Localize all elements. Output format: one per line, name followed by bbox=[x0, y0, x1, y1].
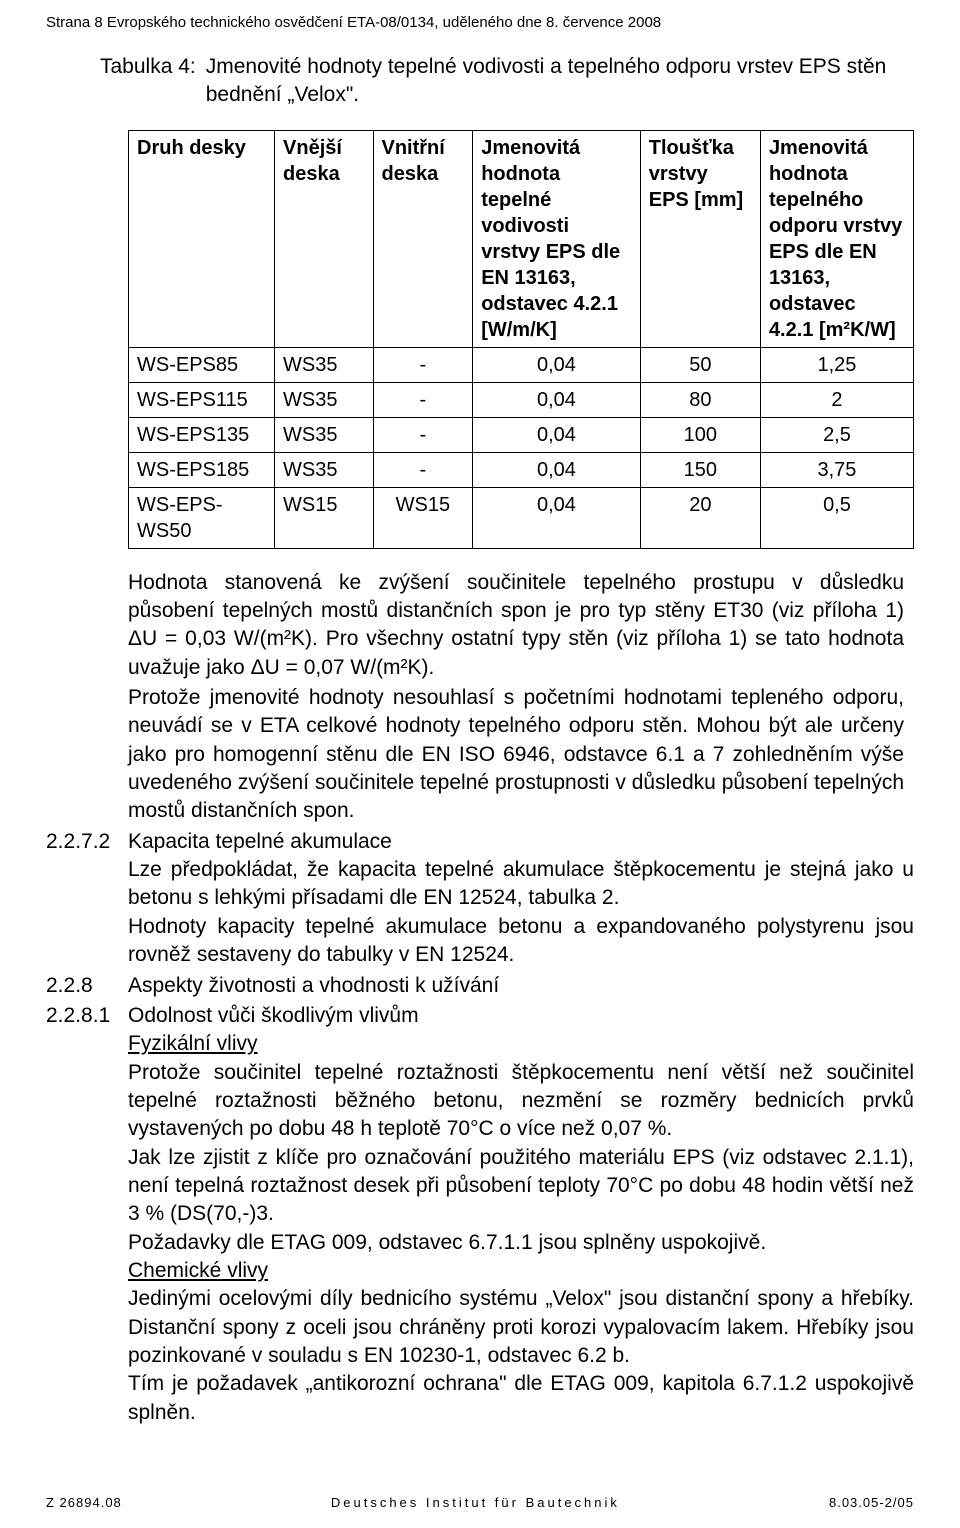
cell: WS-EPS85 bbox=[129, 347, 275, 382]
document-page: Strana 8 Evropského technického osvědčen… bbox=[0, 0, 960, 1528]
col-header: Jmenovitá hodnota tepelné vodivosti vrst… bbox=[473, 130, 641, 347]
paragraph: Hodnoty kapacity tepelné akumulace beton… bbox=[128, 915, 914, 966]
section-title: Odolnost vůči škodlivým vlivům bbox=[128, 1004, 419, 1027]
cell: 0,04 bbox=[473, 487, 641, 548]
section-2272: 2.2.7.2 Kapacita tepelné akumulace Lze p… bbox=[46, 828, 914, 970]
cell: - bbox=[373, 382, 473, 417]
section-2281: 2.2.8.1 Odolnost vůči škodlivým vlivům F… bbox=[46, 1002, 914, 1427]
sub-heading-physical: Fyzikální vlivy bbox=[128, 1032, 258, 1055]
cell: 80 bbox=[640, 382, 760, 417]
section-number: 2.2.8 bbox=[46, 972, 128, 1000]
page-header: Strana 8 Evropského technického osvědčen… bbox=[46, 14, 914, 31]
paragraph: Protože součinitel tepelné roztažnosti š… bbox=[128, 1061, 914, 1141]
paragraph: Hodnota stanovená ke zvýšení součinitele… bbox=[128, 569, 904, 682]
paragraph: Tím je požadavek „antikorozní ochrana" d… bbox=[128, 1372, 914, 1423]
col-header: Vnitřní deska bbox=[373, 130, 473, 347]
section-number: 2.2.7.2 bbox=[46, 828, 128, 970]
table-row: WS-EPS135 WS35 - 0,04 100 2,5 bbox=[129, 417, 914, 452]
table-row: WS-EPS-WS50 WS15 WS15 0,04 20 0,5 bbox=[129, 487, 914, 548]
section-title: Kapacita tepelné akumulace bbox=[128, 830, 392, 853]
col-header: Jmenovitá hodnota tepelného odporu vrstv… bbox=[760, 130, 913, 347]
cell: WS-EPS-WS50 bbox=[129, 487, 275, 548]
table-row: WS-EPS115 WS35 - 0,04 80 2 bbox=[129, 382, 914, 417]
cell: WS-EPS115 bbox=[129, 382, 275, 417]
table-title: Tabulka 4: Jmenovité hodnoty tepelné vod… bbox=[100, 53, 914, 110]
cell: WS-EPS185 bbox=[129, 452, 275, 487]
footer-right: 8.03.05-2/05 bbox=[829, 1495, 914, 1510]
paragraph: Lze předpokládat, že kapacita tepelné ak… bbox=[128, 858, 914, 909]
table-row: WS-EPS85 WS35 - 0,04 50 1,25 bbox=[129, 347, 914, 382]
cell: 150 bbox=[640, 452, 760, 487]
col-header: Druh desky bbox=[129, 130, 275, 347]
cell: WS35 bbox=[275, 417, 373, 452]
cell: WS15 bbox=[275, 487, 373, 548]
cell: 50 bbox=[640, 347, 760, 382]
cell: 3,75 bbox=[760, 452, 913, 487]
cell: 0,5 bbox=[760, 487, 913, 548]
cell: 1,25 bbox=[760, 347, 913, 382]
cell: 2 bbox=[760, 382, 913, 417]
cell: 20 bbox=[640, 487, 760, 548]
cell: 0,04 bbox=[473, 417, 641, 452]
footer-center: Deutsches Institut für Bautechnik bbox=[331, 1495, 620, 1510]
cell: WS35 bbox=[275, 347, 373, 382]
cell: 0,04 bbox=[473, 382, 641, 417]
sub-heading-chemical: Chemické vlivy bbox=[128, 1259, 268, 1282]
col-header: Vnější deska bbox=[275, 130, 373, 347]
paragraph: Jak lze zjistit z klíče pro označování p… bbox=[128, 1146, 914, 1226]
section-228: 2.2.8 Aspekty životnosti a vhodnosti k u… bbox=[46, 972, 914, 1000]
cell: WS15 bbox=[373, 487, 473, 548]
cell: - bbox=[373, 452, 473, 487]
table-header-row: Druh desky Vnější deska Vnitřní deska Jm… bbox=[129, 130, 914, 347]
cell: 100 bbox=[640, 417, 760, 452]
cell: 2,5 bbox=[760, 417, 913, 452]
table-title-text: Jmenovité hodnoty tepelné vodivosti a te… bbox=[206, 53, 914, 110]
cell: WS35 bbox=[275, 382, 373, 417]
paragraph: Požadavky dle ETAG 009, odstavec 6.7.1.1… bbox=[128, 1231, 766, 1254]
paragraph: Protože jmenovité hodnoty nesouhlasí s p… bbox=[128, 684, 904, 826]
table-title-label: Tabulka 4: bbox=[100, 53, 196, 110]
cell: - bbox=[373, 347, 473, 382]
data-table: Druh desky Vnější deska Vnitřní deska Jm… bbox=[128, 130, 914, 549]
col-header: Tloušťka vrstvy EPS [mm] bbox=[640, 130, 760, 347]
cell: - bbox=[373, 417, 473, 452]
table-row: WS-EPS185 WS35 - 0,04 150 3,75 bbox=[129, 452, 914, 487]
paragraph: Jedinými ocelovými díly bednicího systém… bbox=[128, 1287, 914, 1367]
section-title: Aspekty životnosti a vhodnosti k užívání bbox=[128, 974, 499, 997]
page-footer: Z 26894.08 Deutsches Institut für Bautec… bbox=[46, 1495, 914, 1510]
cell: WS35 bbox=[275, 452, 373, 487]
section-number: 2.2.8.1 bbox=[46, 1002, 128, 1427]
footer-left: Z 26894.08 bbox=[46, 1495, 122, 1510]
cell: 0,04 bbox=[473, 347, 641, 382]
cell: WS-EPS135 bbox=[129, 417, 275, 452]
cell: 0,04 bbox=[473, 452, 641, 487]
body-paragraph: Hodnota stanovená ke zvýšení součinitele… bbox=[128, 569, 904, 826]
